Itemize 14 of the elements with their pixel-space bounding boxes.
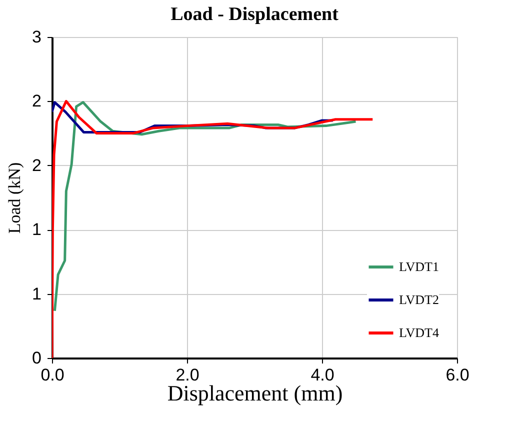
x-tick-label: 0.0 [40, 366, 64, 384]
y-tick-label: 2 [32, 156, 42, 175]
y-tick-label: 0 [32, 348, 42, 368]
legend-label: LVDT4 [399, 325, 440, 340]
y-tick-label: 1 [32, 284, 42, 304]
x-tick-label: 6.0 [446, 366, 470, 384]
legend-label: LVDT2 [399, 292, 439, 307]
chart-title: Load - Displacement [170, 4, 340, 25]
y-tick-label: 3 [32, 28, 42, 46]
y-tick-label: 2 [32, 92, 42, 111]
legend-label: LVDT1 [399, 259, 439, 274]
line-series [52, 100, 374, 358]
y-tick-label: 1 [32, 220, 42, 240]
y-axis-title: Load (kN) [5, 162, 24, 234]
